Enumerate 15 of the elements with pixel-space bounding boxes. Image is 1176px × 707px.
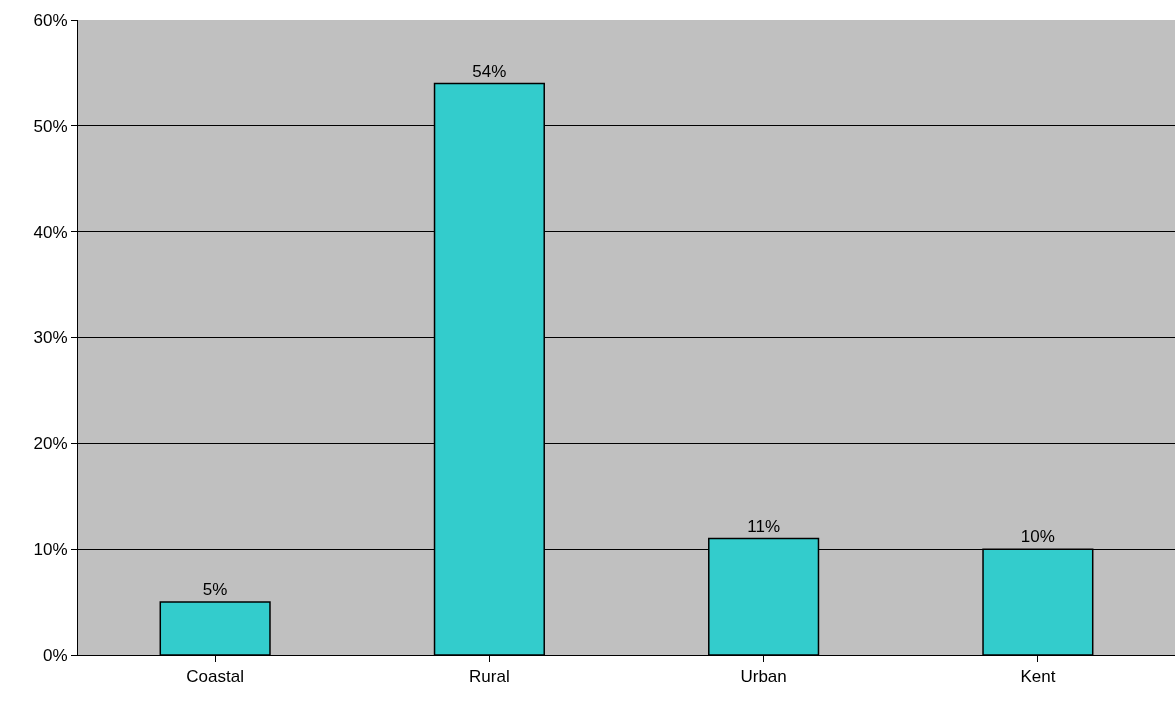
y-tick-label: 10% (33, 540, 68, 560)
y-tick-label: 0% (43, 645, 68, 665)
y-tick-label: 20% (33, 434, 68, 454)
x-tick-label: Rural (469, 667, 510, 687)
data-label: 54% (472, 61, 507, 81)
x-tick-label: Urban (740, 667, 787, 687)
y-tick-label: 50% (33, 116, 68, 136)
data-label: 10% (1020, 527, 1055, 547)
y-tick-label: 60% (33, 10, 68, 30)
x-tick-label: Coastal (186, 667, 244, 687)
y-tick-label: 30% (33, 328, 68, 348)
data-label: 11% (747, 516, 781, 536)
y-tick-label: 40% (33, 222, 68, 242)
data-label: 5% (202, 580, 228, 600)
x-tick-label: Kent (1020, 667, 1056, 687)
